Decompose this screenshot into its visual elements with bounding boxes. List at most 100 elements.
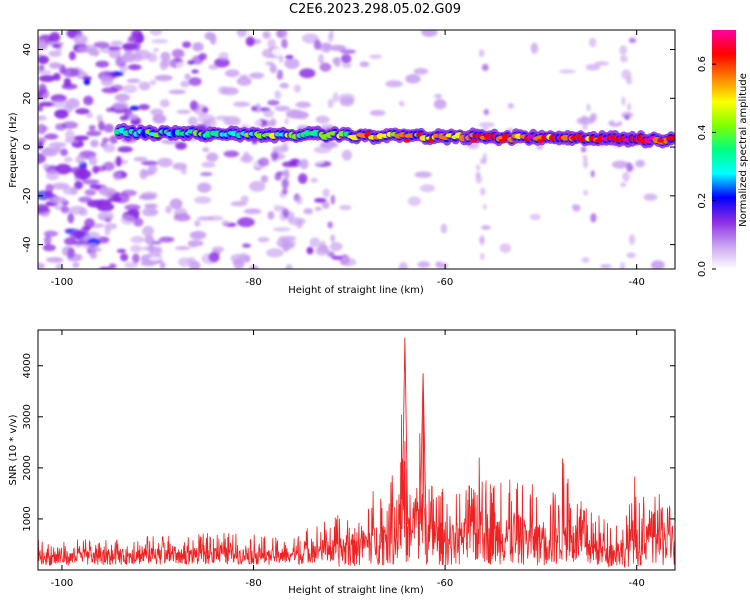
- noise-blob: [281, 38, 288, 50]
- noise-blob: [192, 42, 204, 52]
- noise-blob: [240, 195, 249, 203]
- noise-blob: [245, 36, 255, 47]
- noise-blob: [141, 191, 158, 199]
- noise-blob: [44, 133, 59, 140]
- noise-blob: [82, 75, 92, 81]
- noise-blob: [175, 141, 187, 150]
- snr-ytick-label: 2000: [22, 455, 33, 480]
- noise-blob: [68, 51, 76, 61]
- noise-blob: [327, 221, 333, 229]
- noise-blob: [359, 61, 370, 68]
- noise-blob: [72, 262, 80, 268]
- colorbar-tick-label: 0.2: [697, 193, 708, 209]
- spectrogram-xtick-label: -60: [437, 277, 453, 288]
- noise-blob: [189, 242, 198, 248]
- snr-ticks: -100 -80 -60 -40 1000 2000 3000 4000: [22, 330, 675, 589]
- snr-xtick-label: -80: [245, 578, 261, 589]
- spectrogram-ytick-label: 0: [22, 144, 33, 150]
- noise-blob: [478, 122, 495, 128]
- noise-blob: [466, 166, 475, 176]
- noise-blob: [124, 261, 139, 269]
- noise-blob: [582, 189, 589, 196]
- noise-blob: [160, 99, 170, 108]
- noise-blob: [67, 212, 75, 224]
- noise-blob: [152, 113, 167, 124]
- noise-blob: [573, 227, 588, 234]
- noise-blob: [38, 70, 52, 75]
- noise-blob: [385, 80, 403, 88]
- noise-blob: [619, 262, 626, 269]
- noise-blob: [208, 252, 220, 263]
- noise-blob: [140, 260, 157, 267]
- noise-blob: [218, 52, 229, 61]
- noise-blob: [72, 240, 91, 245]
- noise-blob: [83, 95, 94, 106]
- noise-blob: [600, 96, 610, 105]
- noise-blob: [98, 120, 105, 132]
- noise-blob: [324, 46, 330, 53]
- noise-blob: [78, 196, 92, 203]
- noise-blob: [207, 215, 224, 221]
- noise-blob: [114, 93, 130, 102]
- noise-blob: [323, 203, 330, 209]
- signal-hotspot: [537, 138, 545, 143]
- spectrogram-heatmap: [38, 30, 675, 269]
- noise-blob: [402, 97, 412, 106]
- noise-blob: [92, 165, 100, 174]
- noise-blob: [149, 79, 157, 86]
- noise-blob: [635, 159, 646, 168]
- noise-blob: [149, 255, 165, 262]
- noise-blob: [46, 256, 64, 263]
- noise-blob: [38, 74, 56, 83]
- signal-band: [113, 122, 675, 149]
- noise-blob: [327, 98, 334, 109]
- noise-blob: [141, 169, 155, 176]
- noise-blob: [299, 68, 316, 79]
- colorbar: 0.0 0.2 0.4 0.6 Normalized spectral amplitu…: [697, 30, 749, 277]
- noise-blob: [112, 101, 129, 110]
- noise-blob: [249, 72, 265, 79]
- noise-blob: [89, 251, 98, 259]
- noise-blob: [313, 39, 322, 51]
- noise-blob: [157, 201, 167, 209]
- noise-blob: [643, 193, 658, 201]
- noise-blob: [38, 55, 50, 65]
- noise-blob: [282, 187, 288, 195]
- noise-blob: [318, 244, 329, 253]
- noise-blob: [108, 46, 122, 51]
- noise-blob: [339, 204, 352, 211]
- noise-blob: [109, 135, 118, 144]
- noise-blob: [624, 114, 630, 121]
- spectrogram-xtick-label: -100: [51, 277, 74, 288]
- noise-blob: [480, 225, 491, 230]
- spectrogram-ytick-label: -20: [22, 188, 33, 204]
- noise-blob: [152, 47, 159, 53]
- noise-blob: [48, 62, 62, 69]
- noise-blob: [628, 37, 637, 44]
- snr-ytick-label: 1000: [22, 506, 33, 531]
- noise-blob: [75, 108, 90, 115]
- noise-blob: [254, 103, 262, 114]
- noise-blob: [398, 262, 408, 269]
- noise-blob: [52, 43, 62, 49]
- noise-blob: [117, 146, 133, 153]
- noise-blob: [54, 109, 69, 119]
- noise-blob: [98, 187, 117, 197]
- noise-blob: [73, 230, 85, 240]
- noise-blob: [242, 151, 250, 161]
- noise-blob: [38, 137, 46, 144]
- noise-blob: [171, 48, 185, 59]
- signal-hotspot: [427, 138, 435, 143]
- noise-blob: [84, 189, 97, 196]
- noise-blob: [55, 123, 67, 131]
- noise-blob: [43, 230, 59, 237]
- snr-series: [38, 337, 675, 568]
- noise-blob: [588, 37, 597, 48]
- noise-blob: [580, 146, 587, 153]
- noise-blob: [108, 48, 122, 59]
- noise-blob: [82, 243, 99, 250]
- noise-blob: [322, 188, 330, 198]
- noise-blob: [407, 196, 421, 206]
- noise-blob: [310, 158, 325, 165]
- noise-blob: [416, 177, 425, 186]
